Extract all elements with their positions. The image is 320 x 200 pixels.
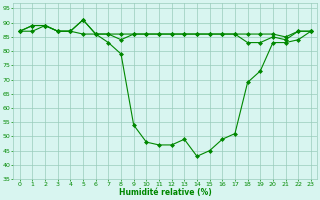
- X-axis label: Humidité relative (%): Humidité relative (%): [119, 188, 212, 197]
